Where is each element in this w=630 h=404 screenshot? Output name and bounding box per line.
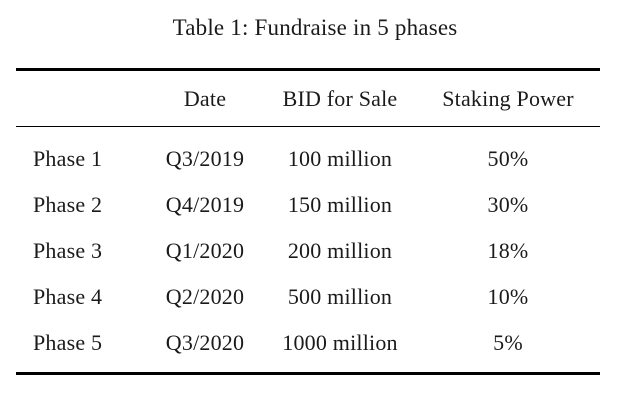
phase-label: Phase 2	[33, 192, 103, 217]
table-caption: Table 1: Fundraise in 5 phases	[172, 15, 458, 40]
staking-power-value: 5%	[493, 330, 523, 355]
date-value: Q1/2020	[165, 238, 245, 263]
staking-power-value: 18%	[487, 238, 529, 263]
staking-power-value: 30%	[487, 192, 529, 217]
date-value: Q4/2019	[165, 192, 245, 217]
staking-power-value: 10%	[487, 284, 529, 309]
table-row: Phase 4 Q2/2020 500 million 10%	[16, 274, 600, 320]
phase-label: Phase 3	[33, 238, 103, 263]
date-value: Q3/2019	[165, 146, 245, 171]
header-phase-empty	[16, 69, 146, 127]
bid-for-sale-value: 200 million	[287, 238, 393, 263]
table-row: Phase 5 Q3/2020 1000 million 5%	[16, 320, 600, 374]
phase-label: Phase 1	[33, 146, 103, 171]
staking-power-value: 50%	[487, 146, 529, 171]
table-row: Phase 1 Q3/2019 100 million 50%	[16, 127, 600, 183]
bid-for-sale-value: 500 million	[287, 284, 393, 309]
bid-for-sale-value: 150 million	[287, 192, 393, 217]
header-bid-for-sale: BID for Sale	[264, 69, 416, 127]
header-row: Date BID for Sale Staking Power	[16, 69, 600, 127]
table-row: Phase 2 Q4/2019 150 million 30%	[16, 182, 600, 228]
fundraise-table: Date BID for Sale Staking Power Phase 1 …	[16, 68, 600, 375]
bid-for-sale-value: 100 million	[287, 146, 393, 171]
table-row: Phase 3 Q1/2020 200 million 18%	[16, 228, 600, 274]
date-value: Q2/2020	[165, 284, 245, 309]
header-date: Date	[146, 69, 264, 127]
phase-label: Phase 5	[33, 330, 103, 355]
phase-label: Phase 4	[33, 284, 103, 309]
bid-for-sale-value: 1000 million	[282, 330, 398, 355]
date-value: Q3/2020	[165, 330, 245, 355]
header-staking-power: Staking Power	[416, 69, 600, 127]
